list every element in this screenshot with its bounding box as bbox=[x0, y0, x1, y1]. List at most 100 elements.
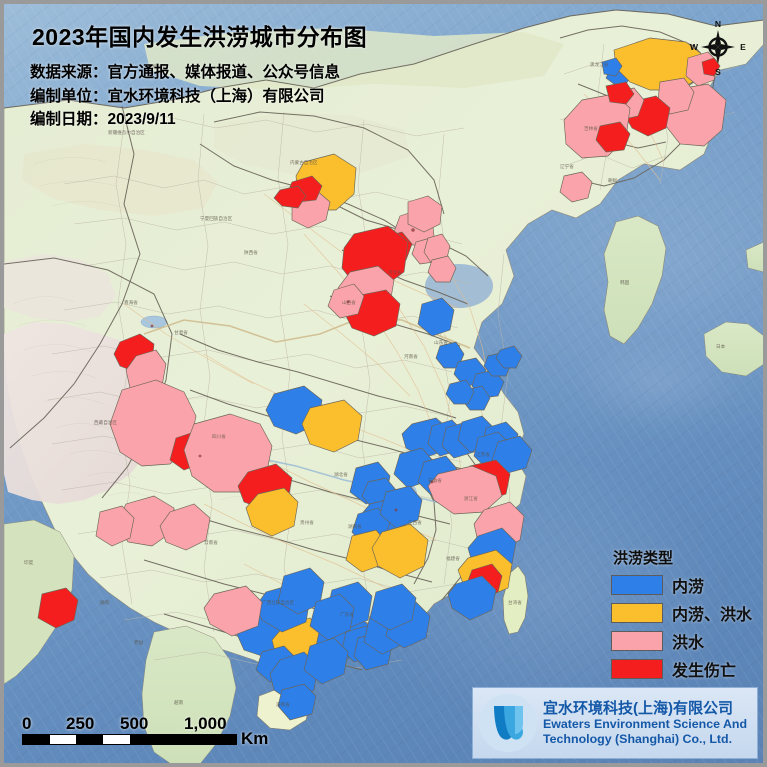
legend-swatch-hongshui bbox=[611, 631, 663, 651]
scale-seg-4 bbox=[102, 735, 130, 744]
compass-label-west: W bbox=[690, 42, 699, 52]
capital-marker bbox=[411, 228, 415, 232]
label-generic: 湖南省 bbox=[348, 523, 362, 530]
label-generic: 蒙古国 bbox=[152, 63, 166, 70]
label-generic: 江苏省 bbox=[476, 451, 490, 458]
city-bayannur bbox=[273, 185, 307, 209]
city-linyi bbox=[445, 379, 475, 405]
label-generic: 吉林省 bbox=[584, 125, 598, 132]
page-title: 2023年国内发生洪涝城市分布图 bbox=[32, 24, 368, 50]
label-generic: 日本 bbox=[716, 343, 726, 350]
organization-line: 编制单位：宜水环境科技（上海）有限公司 bbox=[30, 87, 325, 105]
city-siping bbox=[595, 121, 631, 153]
compass-ring bbox=[708, 37, 728, 57]
label-generic: 西藏自治区 bbox=[94, 419, 117, 426]
legend-item-neilao-hongshui[interactable]: 内涝、洪水 bbox=[611, 601, 752, 625]
label-generic: 贵州省 bbox=[300, 519, 314, 526]
city-xiangyang bbox=[301, 399, 363, 453]
city-tongren bbox=[245, 487, 299, 537]
city-lijiang bbox=[95, 505, 135, 547]
label-generic: 印度 bbox=[24, 559, 34, 566]
compass-rose: N S E W bbox=[690, 19, 746, 77]
city-marker bbox=[430, 480, 434, 484]
city-marker bbox=[198, 454, 202, 458]
city-marker bbox=[150, 324, 154, 328]
japan-landmass bbox=[703, 321, 763, 377]
label-generic: 缅甸 bbox=[100, 599, 110, 606]
legend-label-shangwang: 发生伤亡 bbox=[672, 663, 737, 680]
company-logo-text: 宜水环境科技(上海)有限公司 Ewaters Environment Scien… bbox=[543, 700, 747, 747]
label-generic: 广东省 bbox=[340, 611, 354, 618]
legend-label-hongshui: 洪水 bbox=[672, 635, 705, 652]
city-weihai bbox=[495, 345, 523, 369]
city-linfen bbox=[327, 283, 365, 319]
scale-tick-labels: 0 250 500 1,000 bbox=[22, 714, 237, 734]
label-generic: 海南省 bbox=[276, 701, 290, 708]
scale-unit-label: Km bbox=[241, 729, 269, 748]
compass-label-north: N bbox=[715, 19, 721, 29]
city-baise bbox=[203, 585, 263, 637]
legend-item-shangwang[interactable]: 发生伤亡 bbox=[611, 657, 752, 681]
indochina-landmass bbox=[141, 625, 237, 763]
city-tonghua bbox=[605, 81, 635, 105]
scale-seg-2 bbox=[49, 735, 77, 744]
city-shanghai bbox=[491, 435, 533, 475]
label-generic: 河北省 bbox=[388, 269, 402, 276]
city-xiamen bbox=[447, 575, 497, 621]
label-generic: 越南 bbox=[174, 699, 184, 706]
korea-landmass bbox=[603, 215, 667, 345]
label-generic: 黑龙江省 bbox=[590, 61, 609, 68]
scale-tick-250: 250 bbox=[66, 714, 95, 733]
label-generic: 安徽省 bbox=[428, 477, 442, 484]
label-generic: 福建省 bbox=[446, 555, 460, 562]
scale-seg-3 bbox=[76, 735, 103, 744]
scale-bar: 0 250 500 1,000 Km bbox=[22, 714, 268, 748]
mongolia-landmass bbox=[144, 28, 564, 90]
legend-item-neilao[interactable]: 内涝 bbox=[611, 573, 752, 597]
city-jiangmen bbox=[303, 637, 349, 685]
ewaters-logo-icon bbox=[479, 694, 537, 752]
city-ganzhou bbox=[371, 523, 429, 579]
label-generic: 宁夏回族自治区 bbox=[200, 215, 233, 222]
japan-north-fragment bbox=[745, 242, 763, 273]
label-generic: 山东省 bbox=[434, 339, 448, 346]
compass-points bbox=[701, 30, 735, 64]
label-generic: 浙江省 bbox=[464, 495, 478, 502]
label-generic: 辽宁省 bbox=[560, 163, 574, 170]
legend-title: 洪涝类型 bbox=[613, 550, 674, 567]
label-generic: 湖北省 bbox=[334, 471, 348, 478]
legend-item-hongshui[interactable]: 洪水 bbox=[611, 629, 752, 653]
desert-tint bbox=[22, 144, 218, 216]
scale-seg-5 bbox=[129, 735, 236, 744]
label-generic: 老挝 bbox=[134, 639, 144, 646]
place-label-layer: 蒙古国 新疆维吾尔自治区 青海省 西藏自治区 甘肃省 四川省 云南省 贵州省 广… bbox=[24, 61, 726, 708]
city-haikou bbox=[277, 683, 317, 721]
legend-label-neilao-hongshui: 内涝、洪水 bbox=[672, 607, 753, 624]
legend-panel: 洪涝类型 内涝 内涝、洪水 洪水 发生伤亡 bbox=[611, 547, 752, 685]
label-generic: 四川省 bbox=[212, 433, 226, 440]
flood-city-layer bbox=[37, 37, 727, 721]
city-meizhou bbox=[369, 583, 417, 631]
plateau-north bbox=[4, 254, 116, 322]
title-block: 2023年国内发生洪涝城市分布图 数据来源：官方通报、媒体报道、公众号信息 编制… bbox=[30, 18, 367, 132]
label-generic: 台湾省 bbox=[508, 599, 522, 606]
taiwan-landmass bbox=[502, 565, 529, 635]
city-cangzhou bbox=[427, 255, 457, 283]
gobi-tint bbox=[214, 112, 410, 176]
label-generic: 云南省 bbox=[204, 539, 218, 546]
label-generic: 甘肃省 bbox=[174, 329, 188, 336]
city-qingyuan bbox=[309, 593, 355, 641]
scale-bar-graphic bbox=[22, 734, 237, 745]
city-chengde bbox=[407, 195, 443, 233]
legend-swatch-shangwang bbox=[611, 659, 663, 679]
label-generic: 江西省 bbox=[408, 519, 422, 526]
label-generic: 内蒙古自治区 bbox=[290, 159, 318, 166]
city-xishuangbanna bbox=[37, 587, 79, 629]
city-jinan bbox=[417, 297, 455, 337]
compass-label-east: E bbox=[740, 42, 746, 52]
data-source-line: 数据来源：官方通报、媒体报道、公众号信息 bbox=[30, 64, 341, 81]
scale-tick-500: 500 bbox=[120, 714, 149, 733]
label-generic: 陕西省 bbox=[244, 249, 258, 256]
city-dandong bbox=[559, 171, 593, 203]
